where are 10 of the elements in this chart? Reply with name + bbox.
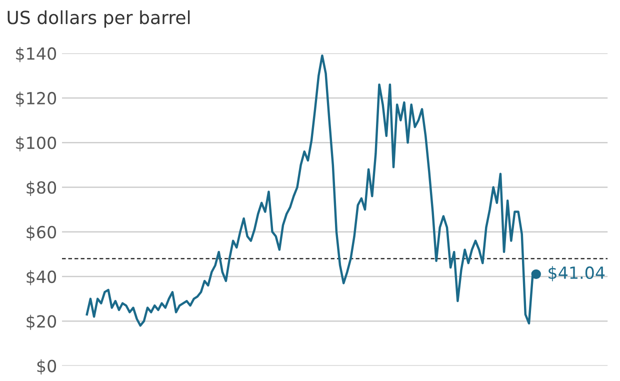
y-tick-label: $0 [37,359,56,375]
y-tick-label: $40 [26,270,56,286]
y-tick-label: $20 [26,314,56,330]
y-tick-label: $100 [16,136,56,152]
y-tick-label: $120 [16,92,56,107]
y-tick-label: $80 [26,180,56,196]
data-label: $41.04 [548,266,605,282]
y-tick-label: $60 [26,226,56,241]
y-tick-label: $140 [16,47,56,62]
chart-subtitle: US dollars per barrel [8,10,190,28]
